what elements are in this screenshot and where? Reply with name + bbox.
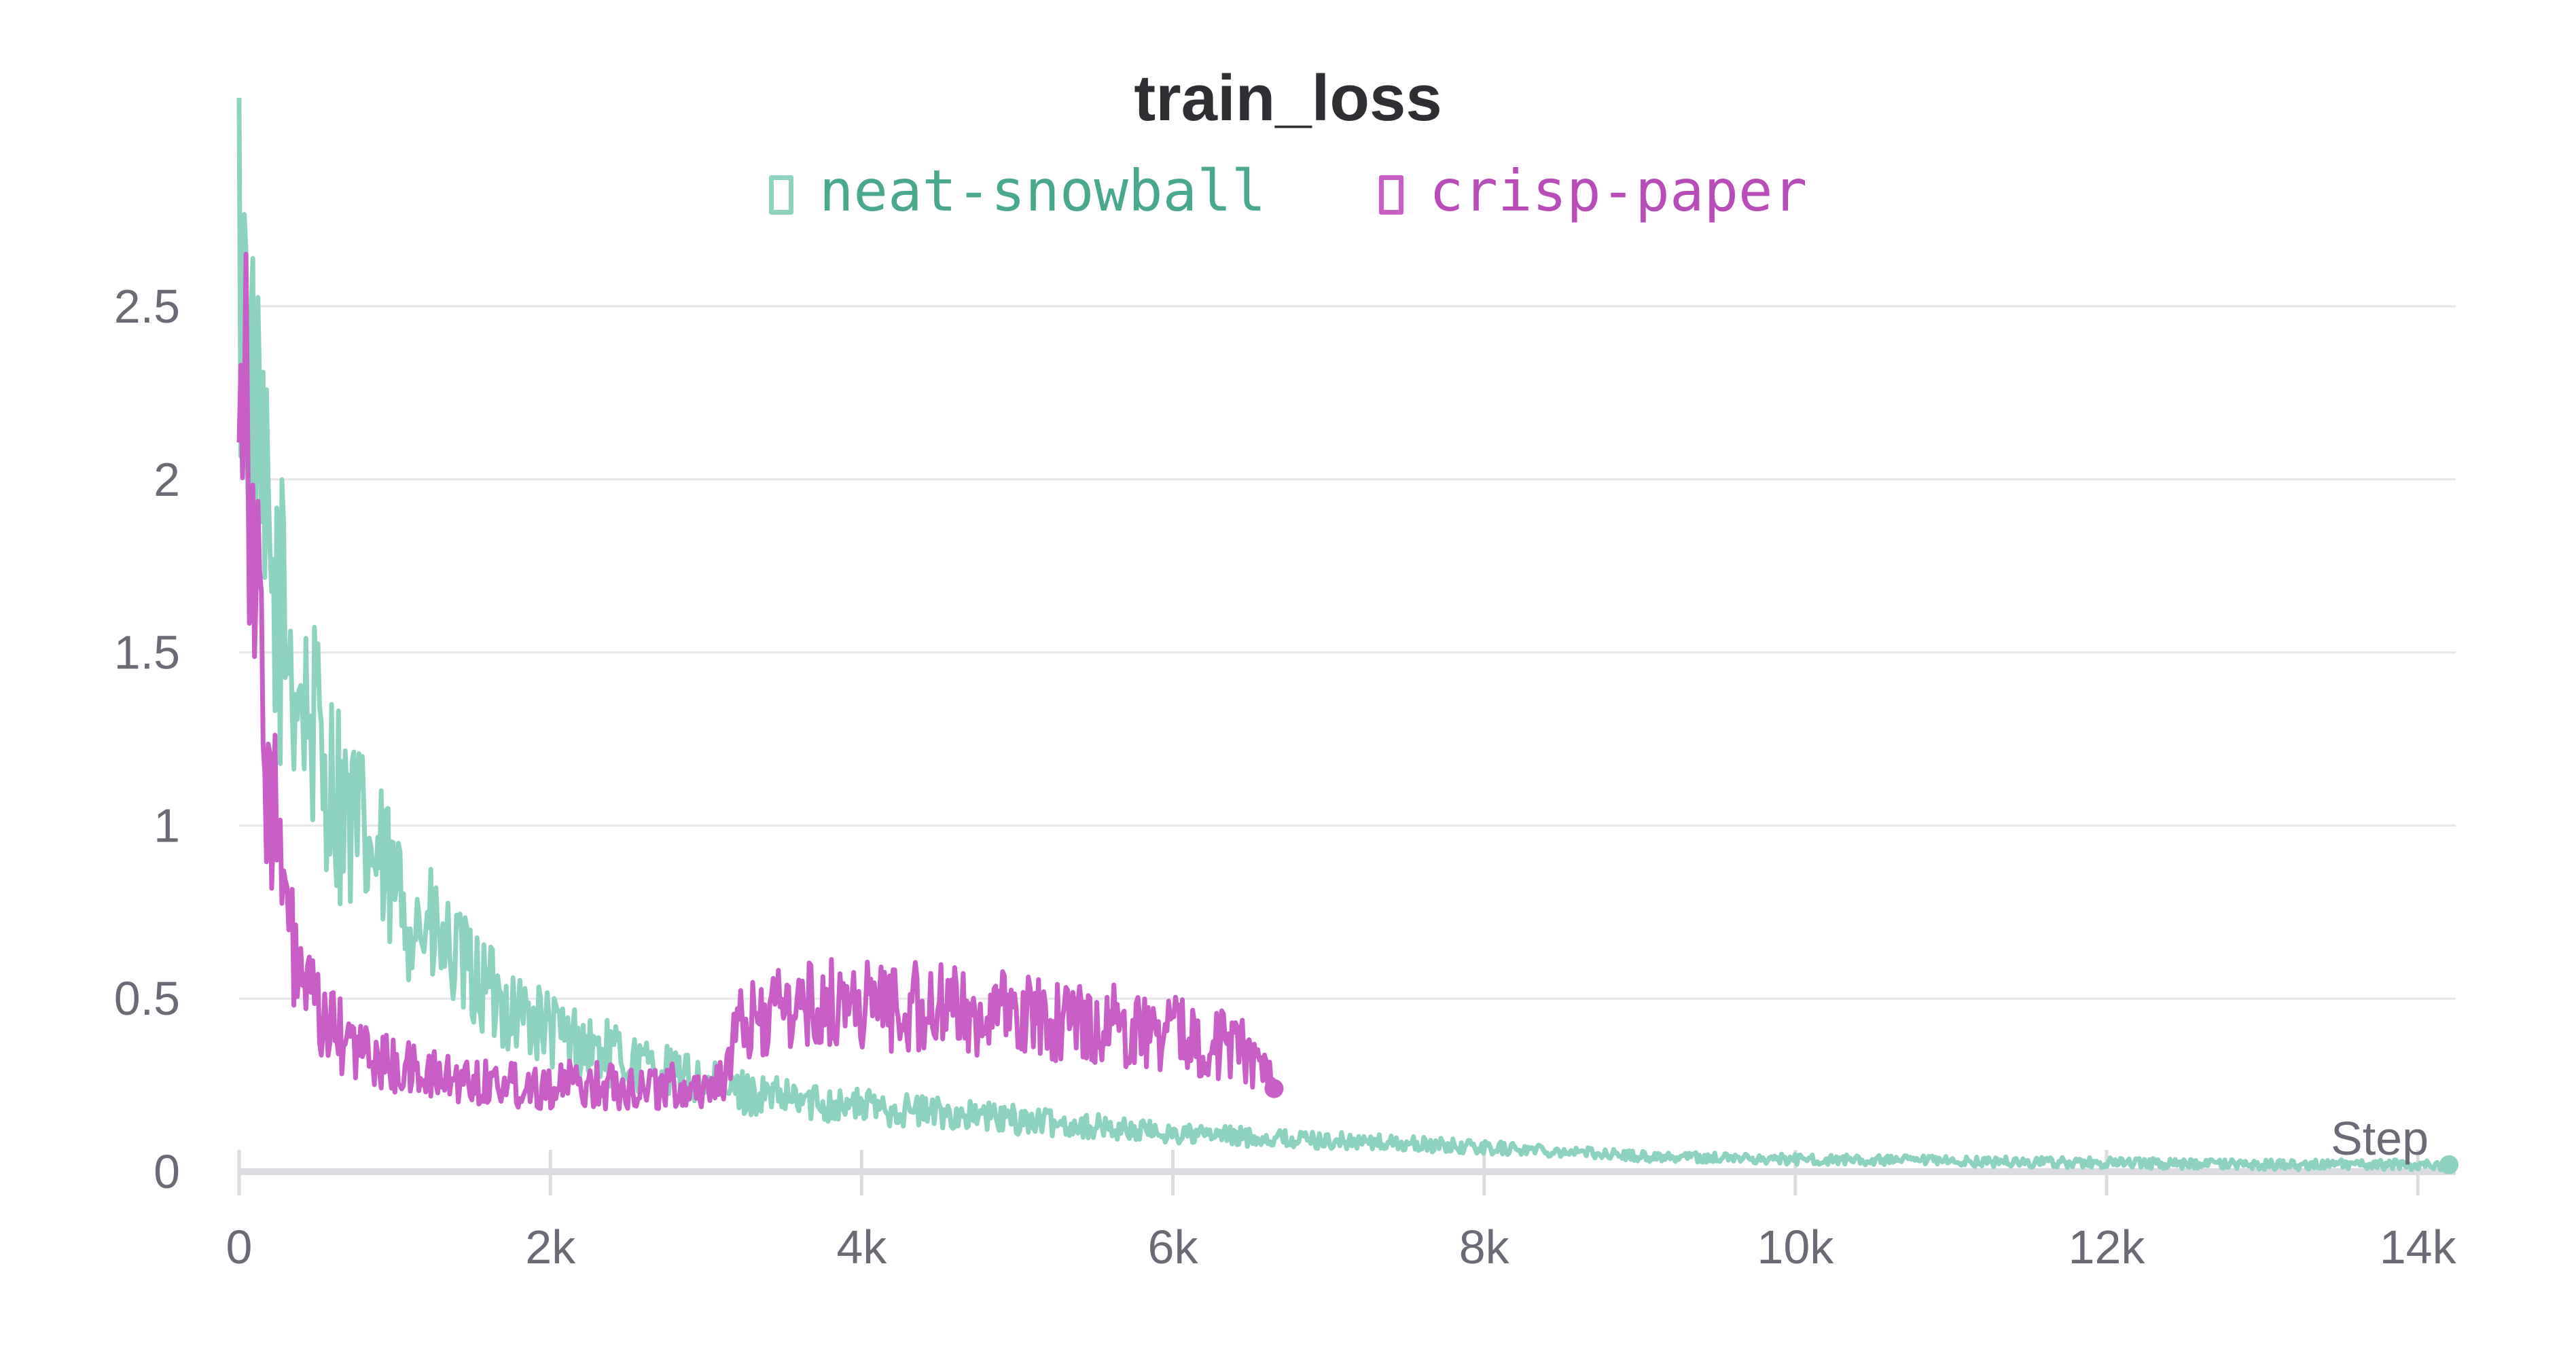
x-tick-label: 4k	[836, 1221, 887, 1274]
x-tick-label: 0	[226, 1221, 253, 1274]
y-tick-label: 0	[154, 1145, 180, 1198]
legend-swatch-icon	[1378, 175, 1403, 215]
y-tick-label: 2	[154, 453, 180, 506]
y-tick-label: 1.5	[114, 626, 180, 679]
y-tick-label: 2.5	[114, 280, 180, 333]
series-end-point-neat-snowball	[2439, 1155, 2458, 1174]
x-tick-label: 10k	[1757, 1221, 1834, 1274]
series-line-neat-snowball	[236, 98, 2450, 1172]
chart-title: train_loss	[1134, 62, 1442, 134]
gridlines	[239, 305, 2456, 1000]
series-end-point-crisp-paper	[1264, 1079, 1284, 1098]
x-tick-label: 6k	[1148, 1221, 1199, 1274]
y-tick-label: 1	[154, 799, 180, 852]
series-line-crisp-paper	[236, 251, 1276, 1112]
axes: 0 0.5 1 1.5 2 2.5 0 2k 4k 6k 8k 10k 12k 14k	[114, 280, 2457, 1274]
legend: neat-snowball crisp-paper	[0, 158, 2576, 224]
legend-label: neat-snowball	[819, 158, 1266, 224]
x-tick-label: 14k	[2380, 1221, 2457, 1274]
legend-label: crisp-paper	[1429, 158, 1808, 224]
x-tick-label: 8k	[1459, 1221, 1510, 1274]
series-lines	[236, 98, 2458, 1174]
x-axis-label: Step	[2331, 1112, 2429, 1165]
legend-item-crisp-paper[interactable]: crisp-paper	[1378, 158, 1808, 224]
x-tick-label: 12k	[2069, 1221, 2146, 1274]
legend-swatch-icon	[768, 175, 793, 215]
x-tick-label: 2k	[525, 1221, 576, 1274]
y-tick-label: 0.5	[114, 972, 180, 1025]
legend-item-neat-snowball[interactable]: neat-snowball	[768, 158, 1266, 224]
